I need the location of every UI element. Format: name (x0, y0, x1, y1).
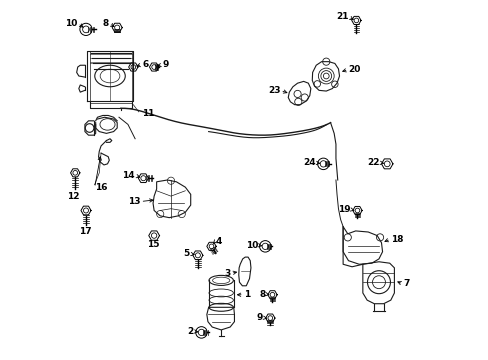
Text: 21: 21 (335, 12, 348, 21)
Text: 11: 11 (142, 109, 155, 118)
Text: 9: 9 (256, 313, 263, 322)
Text: 13: 13 (128, 197, 140, 206)
Text: 17: 17 (79, 228, 91, 237)
Text: 18: 18 (390, 235, 403, 244)
Text: 9: 9 (163, 60, 169, 69)
Text: 24: 24 (302, 158, 315, 167)
Text: 8: 8 (102, 19, 109, 28)
Text: 8: 8 (259, 289, 265, 298)
Text: 1: 1 (244, 290, 249, 299)
Text: 2: 2 (187, 327, 193, 336)
Text: 4: 4 (215, 237, 221, 246)
Text: 16: 16 (94, 183, 107, 192)
Text: 15: 15 (146, 240, 159, 249)
Text: 10: 10 (65, 19, 78, 28)
Text: 6: 6 (142, 60, 148, 69)
Text: 3: 3 (224, 269, 230, 278)
Text: 12: 12 (67, 192, 79, 201)
Text: 14: 14 (122, 171, 135, 180)
Text: 20: 20 (348, 65, 360, 74)
Text: 7: 7 (402, 279, 408, 288)
Text: 5: 5 (183, 249, 190, 258)
Text: 19: 19 (337, 205, 349, 214)
Text: 10: 10 (245, 241, 258, 250)
Text: 23: 23 (267, 86, 280, 95)
Text: 22: 22 (367, 158, 379, 167)
